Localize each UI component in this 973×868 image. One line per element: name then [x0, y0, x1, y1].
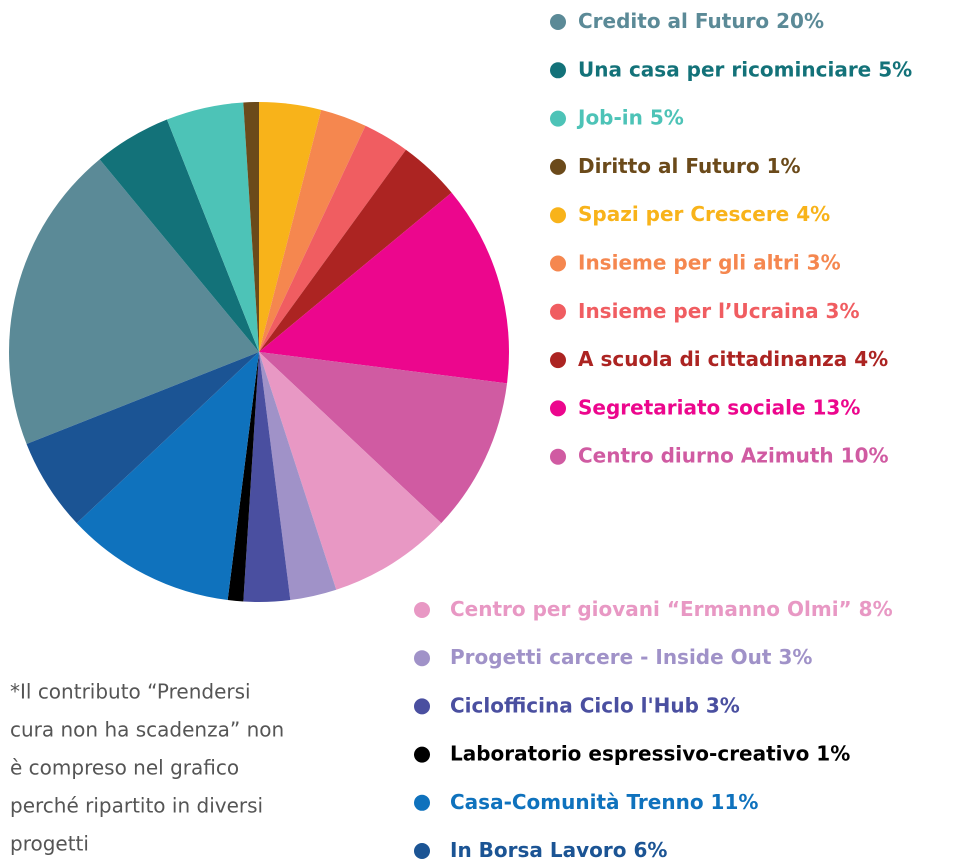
legend-name: Spazi per Crescere: [578, 202, 789, 226]
pie-slice: [227, 352, 259, 602]
legend-value: 3%: [706, 693, 740, 717]
legend-marker: [550, 110, 566, 127]
legend-marker: [550, 400, 566, 417]
footnote: progetti: [10, 832, 89, 856]
legend-marker: [414, 698, 430, 715]
legend-marker: [414, 650, 430, 667]
pie-slice: [76, 352, 259, 601]
legend-name: Diritto al Futuro: [578, 153, 760, 177]
legend-marker: [550, 158, 566, 175]
legend-marker: [414, 746, 430, 763]
legend-value: 4%: [854, 347, 888, 371]
legend-value: 10%: [841, 443, 889, 467]
legend-name: Centro per giovani “Ermanno Olmi”: [450, 597, 852, 621]
legend-name: Insieme per gli altri: [578, 250, 800, 274]
legend-label: In Borsa Lavoro 6%: [450, 838, 667, 862]
pie-slice: [259, 352, 508, 524]
legend-label: Spazi per Crescere 4%: [578, 202, 830, 226]
legend-label: Segretariato sociale 13%: [578, 395, 860, 419]
legend-name: Centro diurno Azimuth: [578, 443, 834, 467]
pie-slice: [259, 352, 442, 590]
footnote: cura non ha scadenza” non: [10, 718, 284, 742]
legend-value: 1%: [767, 153, 801, 177]
legend-name: Segretariato sociale: [578, 395, 806, 419]
legend-label: Progetti carcere - Inside Out 3%: [450, 645, 812, 669]
legend-label: Insieme per gli altri 3%: [578, 250, 841, 274]
legend-value: 11%: [711, 789, 759, 813]
pie-slice: [9, 159, 260, 445]
legend-value: 20%: [776, 9, 824, 33]
pie-slice: [259, 352, 337, 601]
legend-marker: [414, 794, 430, 811]
legend-value: 6%: [633, 838, 667, 862]
legend-marker: [550, 207, 566, 224]
pie-slice: [259, 109, 366, 352]
pie-slice: [259, 192, 510, 384]
legend-label: Una casa per ricominciare 5%: [578, 57, 912, 81]
legend-value: 5%: [878, 57, 912, 81]
legend-name: Casa-Comunità Trenno: [450, 789, 704, 813]
legend-name: Job-in: [576, 105, 643, 129]
legend-label: Credito al Futuro 20%: [578, 9, 824, 33]
legend-label: Insieme per l’Ucraina 3%: [578, 298, 860, 322]
legend-value: 3%: [826, 298, 860, 322]
legend-name: Insieme per l’Ucraina: [578, 298, 819, 322]
legend-marker: [550, 255, 566, 272]
legend-value: 8%: [859, 597, 893, 621]
legend-marker: [414, 602, 430, 618]
legend-name: Una casa per ricominciare: [578, 57, 871, 81]
pie-slice: [243, 102, 259, 352]
footnote: perché ripartito in diversi: [10, 794, 263, 818]
legend-marker: [550, 303, 566, 320]
legend-value: 1%: [816, 741, 850, 765]
legend-name: In Borsa Lavoro: [450, 838, 626, 862]
legend-name: Laboratorio espressivo-creativo: [450, 741, 809, 765]
legend-marker: [414, 843, 430, 859]
pie-slice: [259, 125, 406, 352]
pie-slice: [259, 149, 452, 352]
legend-value: 4%: [796, 202, 830, 226]
legend-name: Ciclofficina Ciclo l'Hub: [450, 693, 699, 717]
legend-marker: [550, 62, 566, 79]
legend-name: Progetti carcere - Inside Out: [450, 645, 772, 669]
pie-slice: [99, 119, 259, 352]
legend-value: 3%: [778, 645, 812, 669]
pie-slice: [166, 102, 259, 352]
legend-marker: [550, 14, 566, 30]
legend-label: Centro diurno Azimuth 10%: [578, 443, 889, 467]
legend-label: Diritto al Futuro 1%: [578, 153, 801, 177]
legend-marker: [550, 352, 566, 369]
legend-value: 3%: [807, 250, 841, 274]
legend-name: A scuola di cittadinanza: [578, 347, 847, 371]
footnote: *Il contributo “Prendersi: [10, 680, 251, 704]
legend-label: A scuola di cittadinanza 4%: [578, 347, 888, 371]
legend-value: 5%: [650, 105, 684, 129]
legend-value: 13%: [813, 395, 861, 419]
pie-slice: [259, 102, 322, 352]
legend-label: Centro per giovani “Ermanno Olmi” 8%: [450, 597, 893, 621]
footnote: è compreso nel grafico: [10, 756, 239, 780]
legend-marker: [550, 448, 566, 465]
pie-slice: [26, 352, 259, 524]
legend-label: Ciclofficina Ciclo l'Hub 3%: [450, 693, 740, 717]
legend-label: Laboratorio espressivo-creativo 1%: [450, 741, 850, 765]
legend-label: Casa-Comunità Trenno 11%: [450, 789, 758, 813]
pie-slice: [243, 352, 291, 602]
legend-name: Credito al Futuro: [578, 9, 769, 33]
legend-label: Job-in 5%: [576, 105, 684, 129]
